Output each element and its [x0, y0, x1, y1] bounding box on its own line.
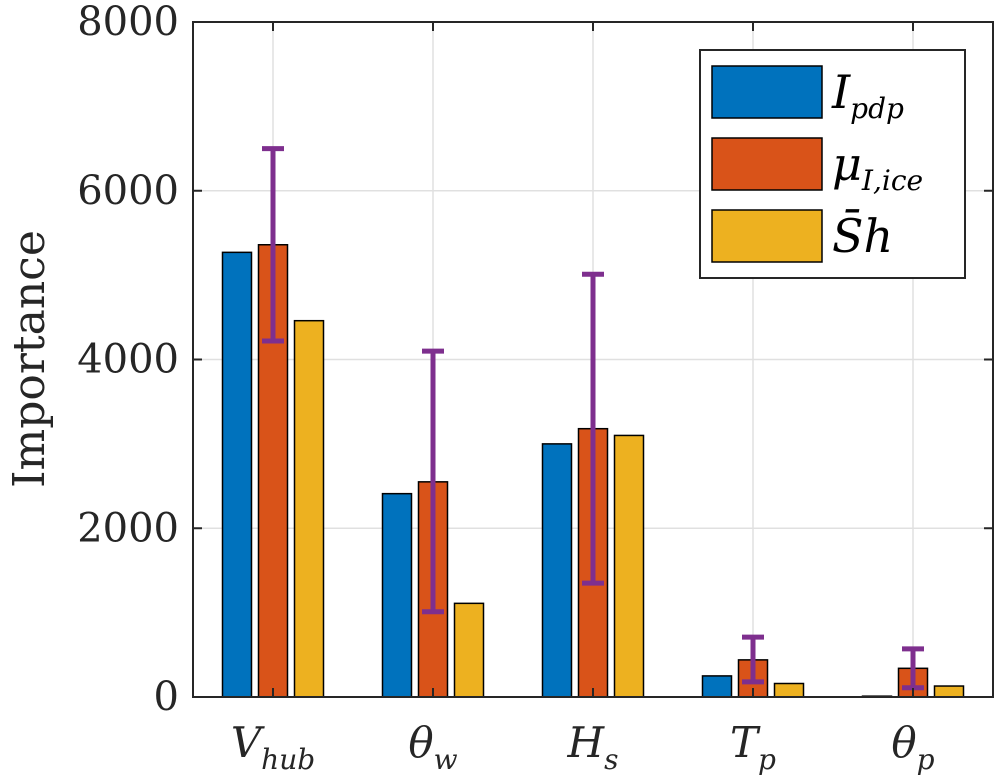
legend-swatch-1 [711, 137, 823, 191]
legend-swatch-2 [711, 209, 823, 263]
y-axis-title: Importance [4, 230, 55, 488]
x-tick-label-0: Vhub [231, 718, 315, 775]
y-tick-label-4: 8000 [77, 0, 179, 45]
x-tick-label-3: Tp [730, 718, 776, 775]
legend-label-0: Ipdp [831, 65, 904, 125]
x-tick-label-2: Hs [566, 718, 618, 775]
x-tick-label-4: θp [891, 718, 934, 775]
bar-2-2 [613, 434, 645, 698]
error-bars [262, 146, 924, 691]
bar-0-1 [381, 492, 413, 698]
x-tick-label-1: θw [408, 718, 457, 775]
y-tick-label-1: 2000 [77, 505, 179, 551]
bar-2-3 [773, 682, 805, 698]
axes [192, 21, 994, 698]
bar-2-0 [293, 319, 325, 698]
legend: Ipdp μI,ice S̄h [699, 49, 966, 279]
bar-2-1 [453, 602, 485, 698]
y-tick-labels: 0 2000 4000 6000 8000 [77, 0, 179, 720]
legend-label-2: S̄h [832, 208, 893, 263]
x-tick-labels: Vhub θw Hs Tp θp [231, 718, 935, 775]
y-tick-label-2: 4000 [77, 337, 179, 383]
bar-0-0 [221, 251, 253, 698]
bar-0-2 [541, 443, 573, 698]
y-tick-label-3: 6000 [77, 168, 179, 214]
bar-2-4 [933, 685, 965, 698]
legend-label-1: μI,ice [832, 137, 923, 197]
y-tick-label-0: 0 [154, 674, 179, 720]
legend-swatch-0 [711, 65, 823, 119]
bar-0-3 [701, 675, 733, 698]
